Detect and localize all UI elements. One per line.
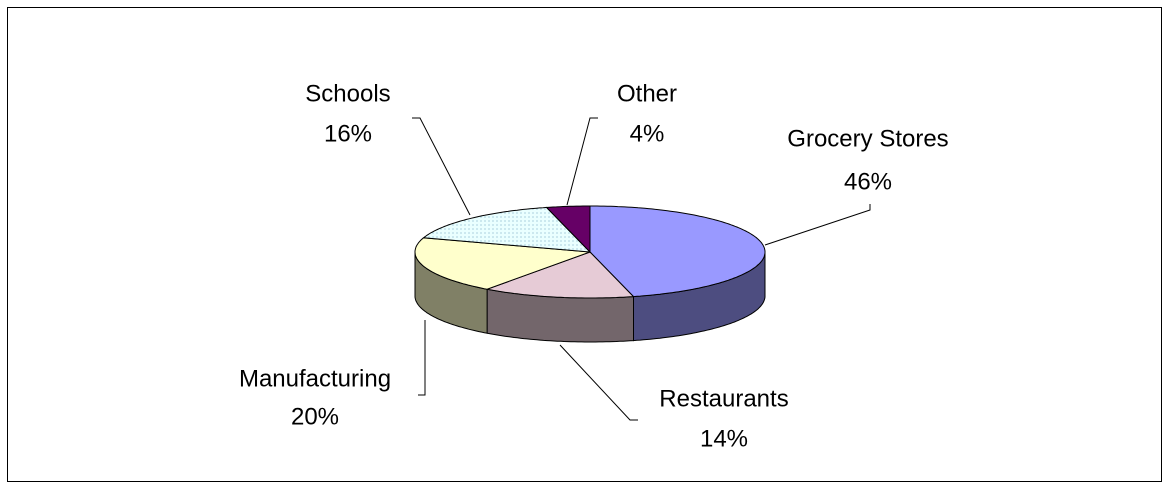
leader-line — [412, 117, 471, 216]
slice — [485, 251, 635, 299]
leader-line — [764, 204, 871, 246]
slice — [414, 237, 591, 290]
leader-line — [559, 344, 638, 421]
slice-value-label: 46% — [844, 168, 892, 195]
slice — [589, 205, 766, 298]
leader-line — [418, 320, 426, 396]
slice-label: Grocery Stores — [787, 125, 948, 152]
slice — [545, 205, 591, 254]
slice-value-label: 14% — [700, 425, 748, 452]
slice-value-label: 16% — [324, 120, 372, 147]
slice-value-label: 20% — [291, 403, 339, 430]
slice-value-label: 4% — [630, 120, 665, 147]
slice — [422, 206, 592, 253]
slice-label: Manufacturing — [239, 365, 391, 392]
slice-label: Other — [617, 80, 677, 107]
slice-label: Restaurants — [659, 385, 788, 412]
leader-line — [566, 117, 598, 206]
slice-label: Schools — [305, 80, 390, 107]
